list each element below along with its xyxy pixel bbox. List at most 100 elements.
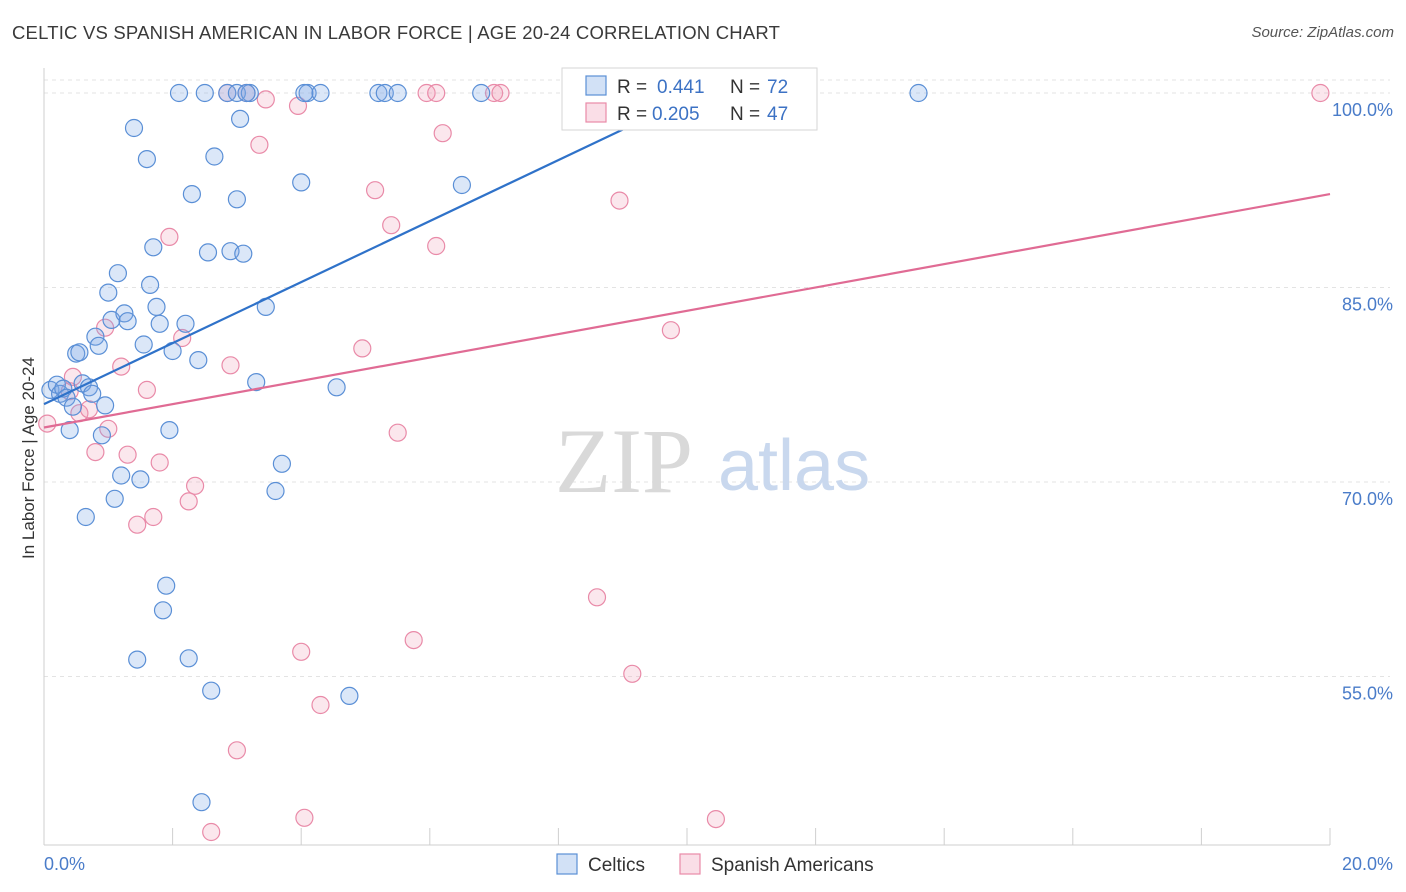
spanish-point-38 xyxy=(485,83,504,103)
spanish-point-4 xyxy=(79,400,99,419)
spanish-point-5 xyxy=(86,443,105,462)
legend-r-value-spanish: 0.205 xyxy=(652,104,700,125)
celtics-point-59 xyxy=(292,173,311,192)
celtics-point-47 xyxy=(218,83,237,103)
spanish-point-2 xyxy=(63,367,83,386)
celtics-point-6 xyxy=(63,397,83,416)
celtics-point-42 xyxy=(192,793,211,812)
y-tick-label-2: 85.0% xyxy=(1342,294,1393,314)
celtics-point-39 xyxy=(179,649,198,668)
celtics-point-63 xyxy=(327,378,346,397)
spanish-point-23 xyxy=(250,135,269,154)
chart-title: CELTIC VS SPANISH AMERICAN IN LABOR FORC… xyxy=(12,22,781,43)
y-tick-label-0: 55.0% xyxy=(1342,683,1393,703)
watermark-atlas: atlas xyxy=(718,426,870,506)
x-tick-label-min: 0.0% xyxy=(44,854,85,874)
spanish-point-33 xyxy=(404,630,423,650)
legend-swatch-spanish xyxy=(585,102,607,123)
spanish-point-14 xyxy=(160,227,179,246)
celtics-point-19 xyxy=(105,489,124,508)
trend-lines xyxy=(43,91,1331,429)
spanish-point-27 xyxy=(295,808,314,827)
spanish-point-16 xyxy=(179,492,198,511)
spanish-point-43 xyxy=(661,321,681,340)
celtics-point-24 xyxy=(124,118,144,138)
y-tick-label-1: 70.0% xyxy=(1342,489,1393,509)
celtics-point-54 xyxy=(237,83,256,103)
stats-legend-box xyxy=(561,67,818,131)
trend-line-spanish xyxy=(43,193,1331,429)
celtics-point-21 xyxy=(112,466,131,485)
celtics-point-34 xyxy=(157,576,176,595)
y-axis-label: In Labor Force | Age 20-24 xyxy=(19,357,38,559)
celtics-point-71 xyxy=(909,83,928,103)
celtics-point-66 xyxy=(375,83,394,103)
celtics-point-51 xyxy=(231,109,250,129)
legend-n-value-spanish: 47 xyxy=(767,104,788,125)
celtics-point-64 xyxy=(340,686,359,706)
spanish-point-41 xyxy=(610,191,629,210)
celtics-point-62 xyxy=(311,83,330,103)
x-ticks xyxy=(43,828,1331,845)
celtics-point-17 xyxy=(99,283,118,302)
celtics-point-44 xyxy=(198,243,218,262)
celtics-point-69 xyxy=(472,83,491,103)
spanish-point-35 xyxy=(427,236,446,256)
celtics-point-23 xyxy=(118,312,137,331)
spanish-point-7 xyxy=(99,419,118,438)
spanish-point-11 xyxy=(137,380,156,399)
spanish-point-0 xyxy=(38,414,57,433)
spanish-point-10 xyxy=(128,515,147,534)
spanish-point-40 xyxy=(587,588,607,607)
legend-r-label-celtics: R = xyxy=(617,77,647,98)
y-tick-labels: 55.0% 70.0% 85.0% 100.0% xyxy=(1332,100,1393,703)
x-tick-label-max: 20.0% xyxy=(1342,854,1393,874)
celtics-point-57 xyxy=(272,454,291,473)
stats-legend: R = 0.441 N = 72 R = 0.205 N = 47 xyxy=(561,67,818,131)
spanish-point-37 xyxy=(433,124,452,143)
celtics-point-25 xyxy=(128,650,147,669)
celtics-point-12 xyxy=(83,384,102,403)
celtics-point-61 xyxy=(295,83,314,103)
bottom-legend-label-celtics: Celtics xyxy=(588,855,645,876)
celtics-point-16 xyxy=(95,396,115,415)
legend-r-label-spanish: R = xyxy=(617,104,647,125)
celtics-point-49 xyxy=(227,83,246,103)
celtics-point-5 xyxy=(60,421,79,440)
celtics-point-8 xyxy=(70,343,89,362)
celtics-point-29 xyxy=(141,275,160,294)
spanish-point-31 xyxy=(382,216,401,235)
celtics-point-40 xyxy=(182,185,201,204)
bottom-legend-swatch-spanish xyxy=(679,853,701,875)
celtics-point-32 xyxy=(150,314,169,333)
celtics-point-46 xyxy=(205,147,224,166)
spanish-point-39 xyxy=(491,83,510,103)
spanish-point-21 xyxy=(227,741,246,760)
spanish-point-13 xyxy=(150,453,169,472)
source-credit: Source: ZipAtlas.com xyxy=(1251,24,1394,41)
celtics-point-45 xyxy=(202,681,221,700)
spanish-point-17 xyxy=(186,476,205,495)
spanish-point-36 xyxy=(427,83,446,103)
celtics-point-55 xyxy=(247,373,266,392)
celtics-point-27 xyxy=(134,335,153,354)
spanish-point-26 xyxy=(292,642,311,661)
celtics-point-41 xyxy=(189,351,208,370)
legend-n-label-spanish: N = xyxy=(730,104,760,125)
celtics-point-10 xyxy=(76,507,95,527)
spanish-point-12 xyxy=(144,507,163,527)
bottom-legend: Celtics Spanish Americans xyxy=(556,853,874,876)
bottom-legend-label-spanish: Spanish Americans xyxy=(711,855,874,876)
trend-line-celtics xyxy=(43,91,701,406)
y-tick-label-3: 100.0% xyxy=(1332,100,1393,120)
legend-r-value-celtics: 0.441 xyxy=(657,77,705,98)
celtics-point-33 xyxy=(153,601,173,620)
celtics-point-67 xyxy=(388,83,407,103)
legend-n-label-celtics: N = xyxy=(730,77,760,98)
celtics-point-30 xyxy=(144,238,163,257)
celtics-point-65 xyxy=(369,83,388,103)
spanish-point-28 xyxy=(311,695,330,715)
celtics-point-43 xyxy=(195,83,214,103)
celtics-point-68 xyxy=(452,175,471,195)
